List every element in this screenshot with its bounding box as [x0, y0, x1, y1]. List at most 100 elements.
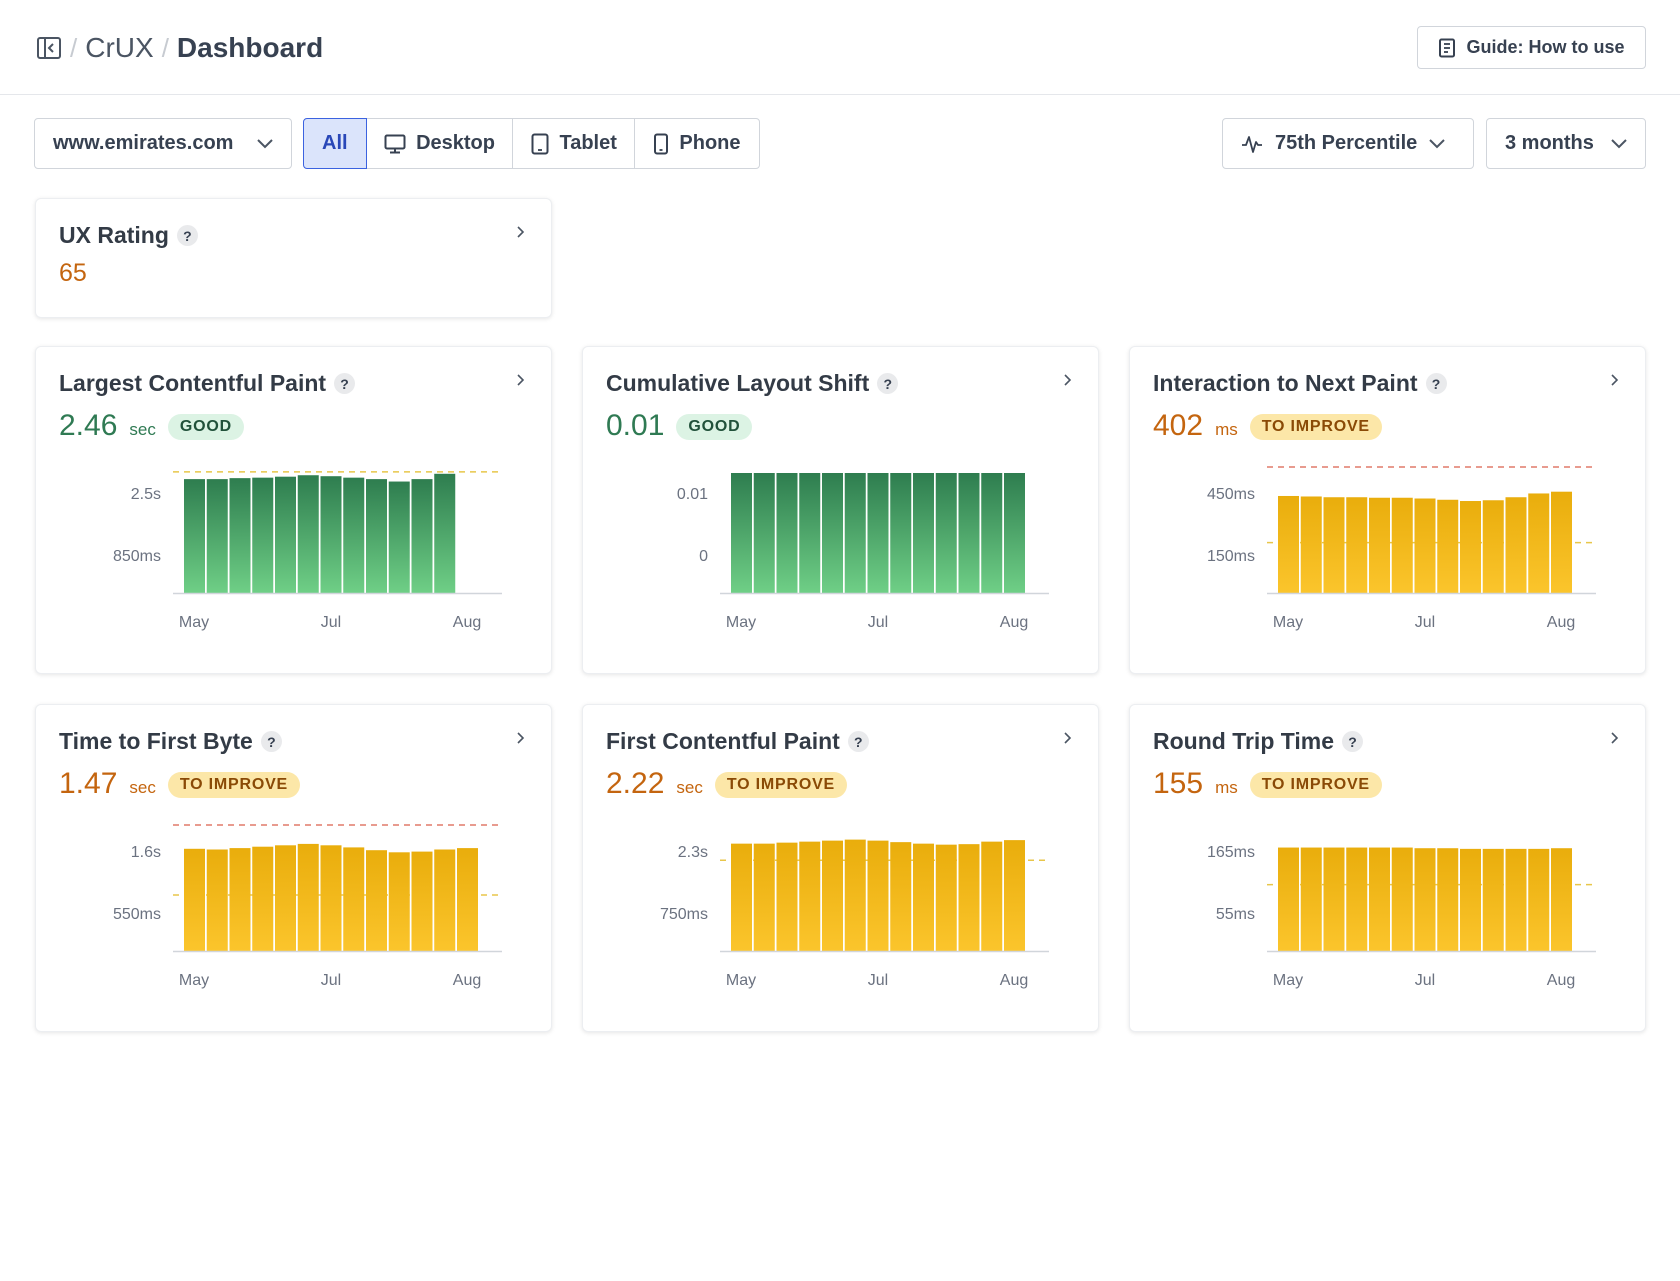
- chart-bar[interactable]: [958, 844, 980, 951]
- chart-bar[interactable]: [411, 851, 433, 951]
- chevron-right-icon[interactable]: [1607, 731, 1621, 745]
- chart-bar[interactable]: [958, 473, 980, 593]
- chart-bar[interactable]: [184, 848, 205, 951]
- chart-bar[interactable]: [913, 473, 934, 593]
- chart-bar[interactable]: [1551, 848, 1572, 951]
- chart-bar[interactable]: [343, 847, 365, 951]
- chart-bar[interactable]: [1482, 848, 1504, 951]
- chart-bar[interactable]: [1369, 847, 1390, 951]
- help-icon[interactable]: ?: [334, 373, 356, 394]
- chart-bar[interactable]: [252, 846, 274, 951]
- device-tab-phone[interactable]: Phone: [634, 118, 760, 169]
- chart-bar[interactable]: [184, 479, 205, 593]
- chart-bar[interactable]: [1004, 473, 1025, 593]
- chart-bar[interactable]: [411, 479, 433, 593]
- device-tab-all[interactable]: All: [303, 118, 367, 169]
- chart-bar[interactable]: [890, 842, 912, 951]
- chart-bar[interactable]: [867, 473, 889, 593]
- chart-bar[interactable]: [1300, 496, 1322, 593]
- chart-bar[interactable]: [1278, 495, 1299, 593]
- chart-bar[interactable]: [1369, 497, 1390, 593]
- chart-bar[interactable]: [822, 840, 843, 951]
- chart-bar[interactable]: [1300, 847, 1322, 951]
- chart-bar[interactable]: [366, 479, 387, 593]
- metric-card-cls[interactable]: Cumulative Layout Shift ? 0.01 GOOD 0.01…: [582, 346, 1099, 674]
- help-icon[interactable]: ?: [1425, 373, 1447, 394]
- percentile-select[interactable]: 75th Percentile: [1222, 118, 1474, 169]
- chart-bar[interactable]: [776, 842, 798, 951]
- chart-bar[interactable]: [1323, 497, 1345, 593]
- chart-bar[interactable]: [981, 841, 1003, 951]
- chart-bar[interactable]: [1391, 847, 1413, 951]
- chart-bar[interactable]: [320, 476, 342, 593]
- chart-bar[interactable]: [731, 473, 752, 593]
- chart-bar[interactable]: [1323, 847, 1345, 951]
- chart-bar[interactable]: [1460, 848, 1481, 951]
- chevron-right-icon[interactable]: [513, 731, 527, 745]
- chart-bar[interactable]: [731, 843, 752, 951]
- metric-card-rtt[interactable]: Round Trip Time ? 155 ms TO IMPROVE 165m…: [1129, 704, 1646, 1032]
- chart-bar[interactable]: [275, 476, 296, 593]
- chart-bar[interactable]: [1505, 848, 1527, 951]
- chart-bar[interactable]: [844, 839, 866, 951]
- chart-bar[interactable]: [981, 473, 1003, 593]
- metric-card-ttfb[interactable]: Time to First Byte ? 1.47 sec TO IMPROVE…: [35, 704, 552, 1032]
- chart-bar[interactable]: [1414, 498, 1436, 594]
- site-select[interactable]: www.emirates.com: [34, 118, 292, 169]
- chart-bar[interactable]: [1278, 847, 1299, 951]
- chart-bar[interactable]: [1551, 491, 1572, 593]
- chevron-right-icon[interactable]: [513, 373, 527, 387]
- chart-bar[interactable]: [388, 481, 410, 593]
- chart-bar[interactable]: [229, 848, 251, 951]
- chart-bar[interactable]: [297, 843, 319, 951]
- metric-card-inp[interactable]: Interaction to Next Paint ? 402 ms TO IM…: [1129, 346, 1646, 674]
- chart-bar[interactable]: [913, 843, 934, 951]
- metric-card-lcp[interactable]: Largest Contentful Paint ? 2.46 sec GOOD…: [35, 346, 552, 674]
- chart-bar[interactable]: [434, 473, 456, 593]
- chart-bar[interactable]: [1505, 497, 1527, 593]
- chart-bar[interactable]: [1004, 840, 1025, 951]
- chart-bar[interactable]: [275, 845, 296, 951]
- chart-bar[interactable]: [1414, 848, 1436, 951]
- chart-bar[interactable]: [799, 841, 821, 951]
- chart-bar[interactable]: [388, 852, 410, 951]
- chart-bar[interactable]: [1460, 501, 1481, 593]
- chart-bar[interactable]: [366, 850, 387, 951]
- help-icon[interactable]: ?: [1342, 731, 1364, 752]
- help-icon[interactable]: ?: [847, 731, 869, 752]
- chart-bar[interactable]: [753, 473, 775, 593]
- chevron-right-icon[interactable]: [1060, 373, 1074, 387]
- chart-bar[interactable]: [776, 473, 798, 593]
- chart-bar[interactable]: [1391, 497, 1413, 593]
- chart-bar[interactable]: [1437, 848, 1459, 951]
- chart-bar[interactable]: [434, 849, 456, 952]
- chart-bar[interactable]: [1528, 493, 1550, 593]
- chevron-right-icon[interactable]: [1607, 373, 1621, 387]
- device-tab-desktop[interactable]: Desktop: [365, 118, 514, 169]
- chart-bar[interactable]: [844, 473, 866, 593]
- chart-bar[interactable]: [206, 849, 228, 952]
- chart-bar[interactable]: [320, 845, 342, 951]
- time-range-select[interactable]: 3 months: [1486, 118, 1646, 169]
- ux-rating-card[interactable]: UX Rating ? 65: [35, 198, 552, 318]
- chart-bar[interactable]: [229, 478, 251, 593]
- chart-bar[interactable]: [753, 843, 775, 951]
- chart-bar[interactable]: [252, 477, 274, 593]
- chevron-right-icon[interactable]: [1060, 731, 1074, 745]
- chart-bar[interactable]: [206, 479, 228, 593]
- breadcrumb-crux-link[interactable]: CrUX: [85, 32, 154, 63]
- chart-bar[interactable]: [457, 848, 478, 951]
- chart-bar[interactable]: [799, 473, 821, 593]
- chart-bar[interactable]: [1437, 499, 1459, 593]
- chart-bar[interactable]: [1528, 848, 1550, 951]
- help-icon[interactable]: ?: [260, 731, 282, 752]
- chart-bar[interactable]: [890, 473, 912, 593]
- sidebar-toggle-icon[interactable]: [36, 35, 62, 61]
- device-tab-tablet[interactable]: Tablet: [512, 118, 636, 169]
- chart-bar[interactable]: [867, 840, 889, 951]
- chevron-right-icon[interactable]: [513, 225, 527, 239]
- chart-bar[interactable]: [1346, 497, 1368, 593]
- chart-bar[interactable]: [935, 473, 957, 593]
- chart-bar[interactable]: [1482, 500, 1504, 593]
- guide-button[interactable]: Guide: How to use: [1417, 26, 1646, 69]
